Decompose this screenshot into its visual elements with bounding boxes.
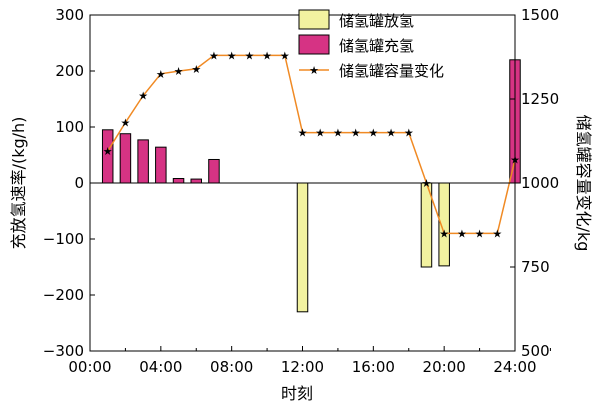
capacity-point-9: ★	[262, 49, 272, 62]
capacity-point-2: ★	[138, 90, 148, 103]
y2-tick-label-0: 1500	[521, 6, 559, 24]
y-tick-label-2: 100	[55, 118, 84, 136]
x-tick-label-2: 08:00	[210, 358, 253, 376]
charge-bar-4	[172, 178, 185, 184]
capacity-point-5: ★	[191, 63, 201, 76]
legend-swatch-discharge	[298, 9, 330, 30]
charge-bar-2	[137, 139, 149, 184]
x-tick-label-0: 00:00	[68, 358, 111, 376]
x-tick-label-6: 24:00	[493, 358, 536, 376]
capacity-point-19: ★	[439, 227, 449, 240]
x-tick-label-5: 20:00	[423, 358, 466, 376]
y-axis-right-label: 储氢罐容量变化/kg	[574, 115, 593, 252]
charge-bar-6	[208, 158, 220, 184]
tick-labels-layer: 00:00 04:00 08:00 12:00 16:00 20:00 24:00 300 20…	[43, 6, 559, 376]
legend-label-capacity: 储氢罐容量变化	[339, 62, 444, 80]
capacity-point-15: ★	[368, 127, 378, 140]
capacity-point-12: ★	[315, 127, 325, 140]
legend-marker-capacity: ★	[309, 64, 319, 77]
capacity-line	[107, 54, 516, 235]
capacity-point-1: ★	[120, 117, 130, 130]
capacity-point-7: ★	[227, 49, 237, 62]
y2-tick-label-4: 500	[521, 342, 550, 360]
y-tick-label-3: 0	[74, 174, 84, 192]
capacity-point-11: ★	[298, 127, 308, 140]
capacity-point-14: ★	[351, 127, 361, 140]
capacity-point-3: ★	[156, 68, 166, 81]
y-tick-label-6: −300	[43, 342, 84, 360]
legend: 储氢罐放氢 储氢罐充氢 ★ 储氢罐容量变化	[298, 9, 444, 80]
charge-bar-3	[155, 146, 167, 184]
capacity-point-8: ★	[244, 49, 254, 62]
y2-tick-label-3: 750	[521, 258, 550, 276]
y-tick-label-5: −200	[43, 286, 84, 304]
capacity-point-22: ★	[492, 227, 502, 240]
y-tick-label-1: 200	[55, 62, 84, 80]
x-tick-label-4: 16:00	[352, 358, 395, 376]
y2-tick-label-2: 1000	[521, 174, 559, 192]
legend-swatch-charge	[298, 34, 330, 55]
charge-bar-5	[190, 178, 202, 184]
discharge-bar-0	[296, 182, 309, 313]
capacity-point-6: ★	[209, 49, 219, 62]
y2-tick-label-1: 1250	[521, 90, 559, 108]
capacity-point-0: ★	[103, 145, 113, 158]
y-tick-label-4: −100	[43, 230, 84, 248]
capacity-point-17: ★	[404, 127, 414, 140]
axes-layer	[89, 14, 551, 352]
capacity-point-16: ★	[386, 127, 396, 140]
x-tick-label-3: 12:00	[281, 358, 324, 376]
x-tick-label-1: 04:00	[139, 358, 182, 376]
capacity-point-10: ★	[280, 49, 290, 62]
legend-label-discharge: 储氢罐放氢	[339, 12, 414, 30]
capacity-point-20: ★	[457, 227, 467, 240]
x-axis-label: 时刻	[281, 384, 313, 403]
charge-bar-1	[119, 133, 132, 184]
capacity-point-4: ★	[174, 65, 184, 78]
legend-label-charge: 储氢罐充氢	[339, 37, 414, 55]
capacity-point-21: ★	[475, 227, 485, 240]
capacity-line-layer: ★★★★ ★ ★★ ★ ★ ★ ★★ ★ ★ ★ ★ ★ ★★★ ★ ★ ★★	[103, 49, 520, 240]
bars-layer	[101, 59, 521, 313]
y-axis-left-label: 充放氢速率/(kg/h)	[9, 117, 28, 250]
capacity-point-13: ★	[333, 127, 343, 140]
y-tick-label-0: 300	[55, 6, 84, 24]
